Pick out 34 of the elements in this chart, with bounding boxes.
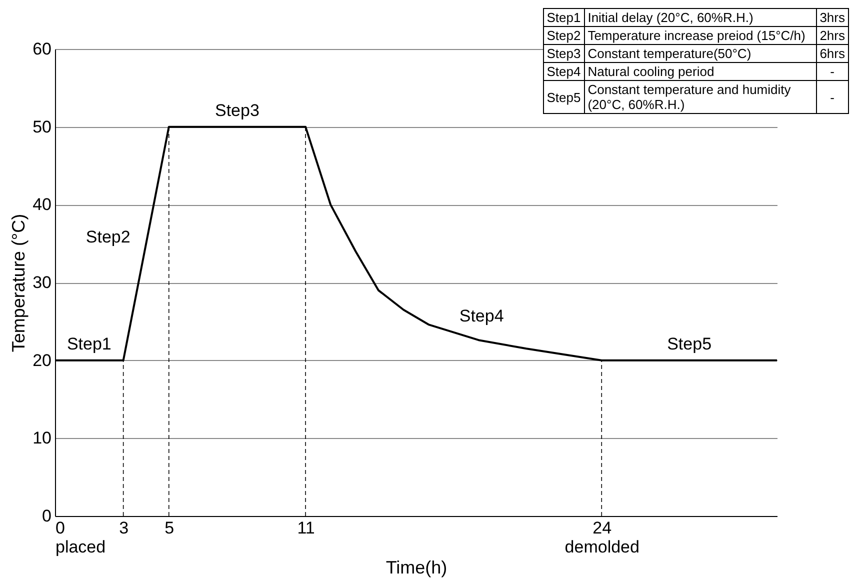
annotation: Constant temperature and humidity (20°C, 60%R.H.)	[584, 80, 816, 114]
text: Temperature increase preiod (15°C/h)	[584, 26, 816, 44]
text: -	[816, 62, 848, 80]
annotation: Step5	[667, 334, 712, 354]
text: -	[816, 80, 848, 114]
annotation: Step4	[459, 306, 504, 326]
annotation: Step2	[86, 228, 130, 247]
annotation: Step4	[543, 62, 584, 80]
text: Initial delay (20°C, 60%R.H.)	[584, 8, 816, 26]
y-tick-label: 20	[32, 350, 52, 370]
text: Step2	[543, 26, 584, 44]
x-tick-label: 11	[297, 518, 315, 538]
annotation: Step3	[214, 100, 260, 120]
annotation: Constant temperature(50°C)	[584, 44, 816, 62]
text: 2hrs	[816, 26, 848, 44]
x-tick-label: 24 demolded	[564, 518, 640, 556]
x-tick-label: 5	[164, 518, 174, 538]
annotation: Step5	[543, 80, 584, 114]
x-tick-label: 3	[119, 518, 129, 538]
y-tick-label: 10	[32, 428, 52, 448]
y-tick-label: 40	[32, 195, 52, 214]
x-axis-title: Time(h)	[386, 558, 448, 578]
y-tick-label: 60	[32, 40, 52, 58]
text: Step1	[543, 8, 584, 26]
annotation: Step3	[543, 44, 584, 62]
text: 3hrs	[816, 8, 848, 26]
x-tick-label: 0 placed	[56, 518, 106, 556]
annotation: Step1	[66, 334, 112, 354]
y-tick-label: 30	[32, 273, 52, 292]
text: 6hrs	[816, 44, 848, 62]
annotation: Natural cooling period	[584, 62, 816, 80]
y-axis-title: Temperature (°C)	[8, 214, 29, 352]
y-tick-label: 0	[42, 506, 52, 526]
y-tick-label: 50	[32, 117, 52, 136]
